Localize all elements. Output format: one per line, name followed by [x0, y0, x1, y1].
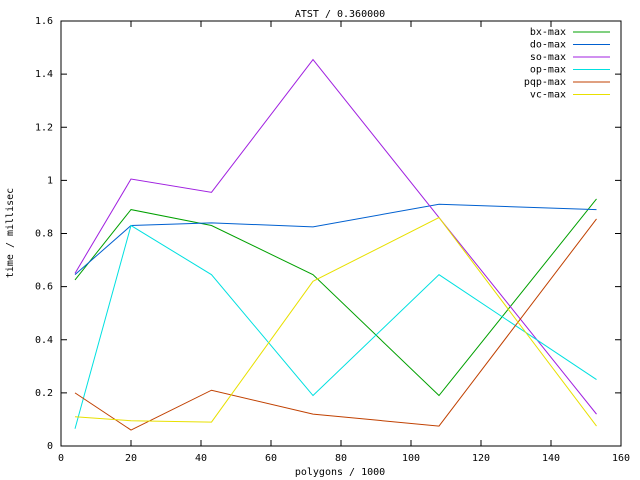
y-tick-label: 0.2	[35, 388, 53, 399]
y-tick-label: 0.6	[35, 282, 53, 293]
chart-title: ATST / 0.360000	[295, 9, 385, 20]
y-tick-label: 1.2	[35, 122, 53, 133]
x-tick-label: 100	[402, 453, 420, 464]
x-tick-label: 80	[335, 453, 347, 464]
y-tick-label: 0.4	[35, 335, 53, 346]
x-tick-label: 140	[542, 453, 560, 464]
series-line	[74, 218, 597, 431]
y-tick-label: 1	[47, 175, 53, 186]
legend-label: do-max	[530, 40, 566, 51]
series-line	[74, 203, 597, 276]
legend-label: so-max	[530, 52, 566, 63]
x-tick-label: 160	[612, 453, 630, 464]
y-tick-label: 0	[47, 441, 53, 452]
x-tick-label: 120	[472, 453, 490, 464]
y-tick-label: 1.6	[35, 16, 53, 27]
legend-label: bx-max	[530, 27, 566, 38]
legend-label: vc-max	[530, 90, 566, 101]
x-tick-label: 0	[58, 453, 64, 464]
x-tick-label: 20	[125, 453, 137, 464]
x-axis-label: polygons / 1000	[295, 467, 385, 478]
x-tick-label: 60	[265, 453, 277, 464]
legend-label: op-max	[530, 65, 566, 76]
series-line	[74, 216, 597, 427]
series-line	[74, 58, 597, 415]
x-tick-label: 40	[195, 453, 207, 464]
y-tick-label: 0.8	[35, 229, 53, 240]
legend-label: pqp-max	[524, 77, 566, 88]
y-tick-label: 1.4	[35, 69, 53, 80]
y-axis-label: time / millisec	[5, 188, 16, 278]
series-line	[74, 198, 597, 397]
series-line	[74, 224, 597, 429]
